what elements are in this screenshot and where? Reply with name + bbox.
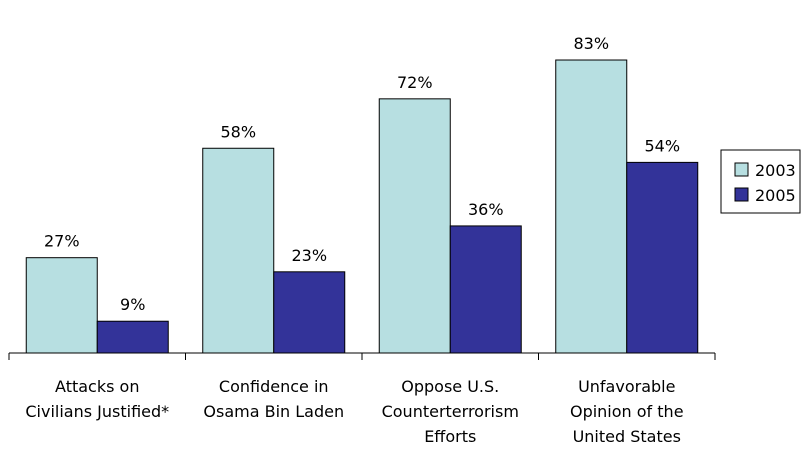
bar-2005-2 — [449, 225, 522, 354]
bar-2003-2 — [378, 98, 451, 354]
category-label: Osama Bin Laden — [203, 402, 344, 421]
data-label: 9% — [120, 295, 145, 314]
legend-box — [720, 149, 801, 214]
plot-area: 27% 9% Attacks on Civilians Justified* 58% 23… — [8, 34, 716, 446]
data-label: 58% — [220, 122, 256, 141]
bar-2003-1 — [202, 147, 275, 354]
bar-2003-3 — [555, 59, 628, 354]
legend-swatch — [734, 187, 749, 202]
data-label: 36% — [468, 200, 504, 219]
bar-2003-0 — [25, 257, 98, 354]
bar-2005-3 — [626, 161, 699, 354]
bar-2005-1 — [273, 271, 346, 354]
legend: 2003 2005 — [720, 149, 801, 214]
legend-label: 2003 — [755, 161, 796, 180]
data-label: 23% — [291, 246, 327, 265]
category-label: United States — [573, 427, 681, 446]
bar-2005-0 — [96, 320, 169, 354]
data-label: 83% — [573, 34, 609, 53]
legend-swatch — [734, 162, 749, 177]
data-label: 27% — [44, 232, 80, 251]
category-label: Opinion of the — [570, 402, 684, 421]
category-label: Attacks on — [55, 377, 139, 396]
category-label: Oppose U.S. — [401, 377, 499, 396]
category-label: Counterterrorism — [382, 402, 519, 421]
legend-label: 2005 — [755, 186, 796, 205]
category-label: Confidence in — [219, 377, 329, 396]
data-label: 72% — [397, 73, 433, 92]
data-label: 54% — [644, 136, 680, 155]
category-label: Unfavorable — [578, 377, 675, 396]
category-label: Efforts — [424, 427, 476, 446]
category-label: Civilians Justified* — [25, 402, 169, 421]
